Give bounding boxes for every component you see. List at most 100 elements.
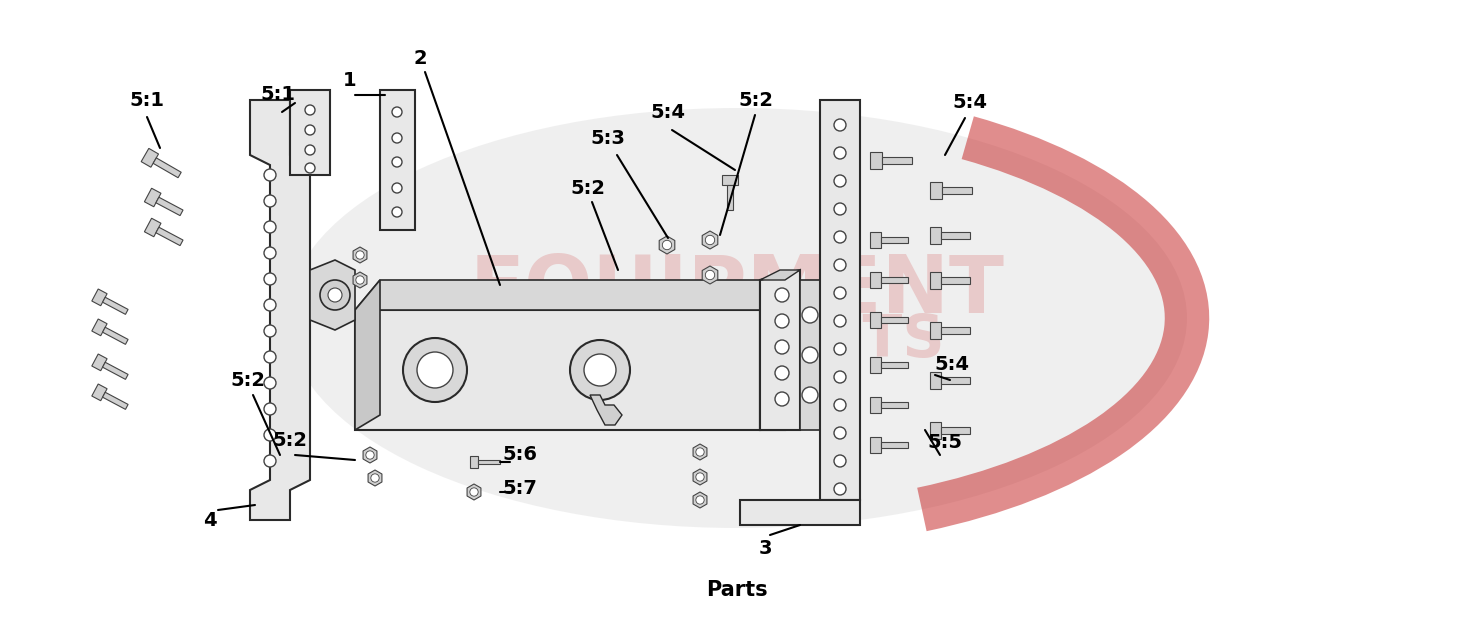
Circle shape (392, 183, 403, 193)
Circle shape (705, 270, 715, 280)
Text: EQUIPMENT: EQUIPMENT (469, 251, 1004, 329)
Circle shape (833, 315, 847, 327)
Polygon shape (291, 90, 330, 175)
Polygon shape (931, 182, 941, 199)
Circle shape (696, 448, 704, 456)
Circle shape (264, 351, 276, 363)
Circle shape (833, 147, 847, 159)
Circle shape (833, 399, 847, 411)
Polygon shape (881, 237, 909, 243)
Circle shape (392, 207, 403, 217)
Circle shape (774, 314, 789, 328)
Polygon shape (103, 362, 128, 380)
Text: 5:2: 5:2 (571, 178, 606, 197)
Polygon shape (870, 312, 881, 327)
Polygon shape (870, 152, 882, 169)
Polygon shape (941, 187, 972, 194)
Polygon shape (941, 276, 971, 283)
Circle shape (370, 474, 379, 482)
Text: 3: 3 (758, 538, 771, 557)
Polygon shape (723, 175, 738, 185)
Circle shape (366, 451, 375, 459)
Polygon shape (693, 444, 707, 460)
Polygon shape (931, 322, 941, 338)
Polygon shape (931, 227, 941, 243)
Polygon shape (870, 438, 881, 453)
Polygon shape (145, 218, 161, 237)
Polygon shape (702, 231, 718, 249)
Circle shape (305, 145, 316, 155)
Polygon shape (145, 189, 161, 207)
Polygon shape (882, 157, 912, 164)
Circle shape (833, 175, 847, 187)
Polygon shape (103, 392, 128, 410)
Text: 2: 2 (413, 48, 426, 68)
Circle shape (696, 473, 704, 481)
Polygon shape (103, 297, 128, 315)
Text: 5:4: 5:4 (953, 94, 987, 113)
Polygon shape (590, 395, 622, 425)
Circle shape (327, 288, 342, 302)
Circle shape (264, 325, 276, 337)
Polygon shape (249, 100, 310, 520)
Circle shape (774, 366, 789, 380)
Polygon shape (91, 289, 108, 306)
Polygon shape (478, 459, 500, 464)
Text: 5:4: 5:4 (650, 103, 686, 122)
Circle shape (264, 195, 276, 207)
Polygon shape (870, 233, 881, 248)
Circle shape (264, 169, 276, 181)
Circle shape (696, 496, 704, 504)
Polygon shape (659, 236, 674, 254)
Circle shape (320, 280, 350, 310)
Polygon shape (931, 422, 941, 438)
Polygon shape (91, 354, 108, 371)
Circle shape (264, 429, 276, 441)
Polygon shape (881, 362, 909, 368)
Polygon shape (369, 470, 382, 486)
Circle shape (833, 231, 847, 243)
Circle shape (392, 107, 403, 117)
Polygon shape (740, 500, 860, 525)
Circle shape (355, 276, 364, 284)
Circle shape (802, 347, 819, 363)
Text: 1: 1 (344, 71, 357, 90)
Circle shape (264, 455, 276, 467)
Circle shape (392, 157, 403, 167)
Circle shape (833, 287, 847, 299)
Polygon shape (799, 280, 820, 430)
Circle shape (417, 352, 453, 388)
Polygon shape (153, 158, 181, 178)
Circle shape (264, 377, 276, 389)
Text: 5:7: 5:7 (503, 478, 537, 497)
Polygon shape (881, 402, 909, 408)
Circle shape (833, 343, 847, 355)
Circle shape (833, 371, 847, 383)
Circle shape (305, 125, 316, 135)
Polygon shape (91, 319, 108, 336)
Circle shape (403, 338, 468, 402)
Polygon shape (693, 492, 707, 508)
Circle shape (833, 427, 847, 439)
Circle shape (802, 387, 819, 403)
Text: 5:2: 5:2 (273, 431, 307, 450)
Text: 4: 4 (204, 510, 217, 529)
Circle shape (662, 240, 671, 250)
Text: SPECIALISTS: SPECIALISTS (528, 311, 945, 368)
Polygon shape (760, 270, 799, 430)
Circle shape (264, 403, 276, 415)
Polygon shape (353, 247, 367, 263)
Polygon shape (870, 273, 881, 288)
Circle shape (833, 259, 847, 271)
Polygon shape (941, 231, 971, 238)
Circle shape (774, 340, 789, 354)
Polygon shape (941, 427, 971, 434)
Circle shape (264, 247, 276, 259)
Polygon shape (931, 371, 941, 389)
Polygon shape (941, 376, 971, 383)
Circle shape (833, 455, 847, 467)
Circle shape (305, 105, 316, 115)
Polygon shape (156, 197, 183, 215)
Polygon shape (702, 266, 718, 284)
Text: 5:5: 5:5 (928, 434, 963, 452)
